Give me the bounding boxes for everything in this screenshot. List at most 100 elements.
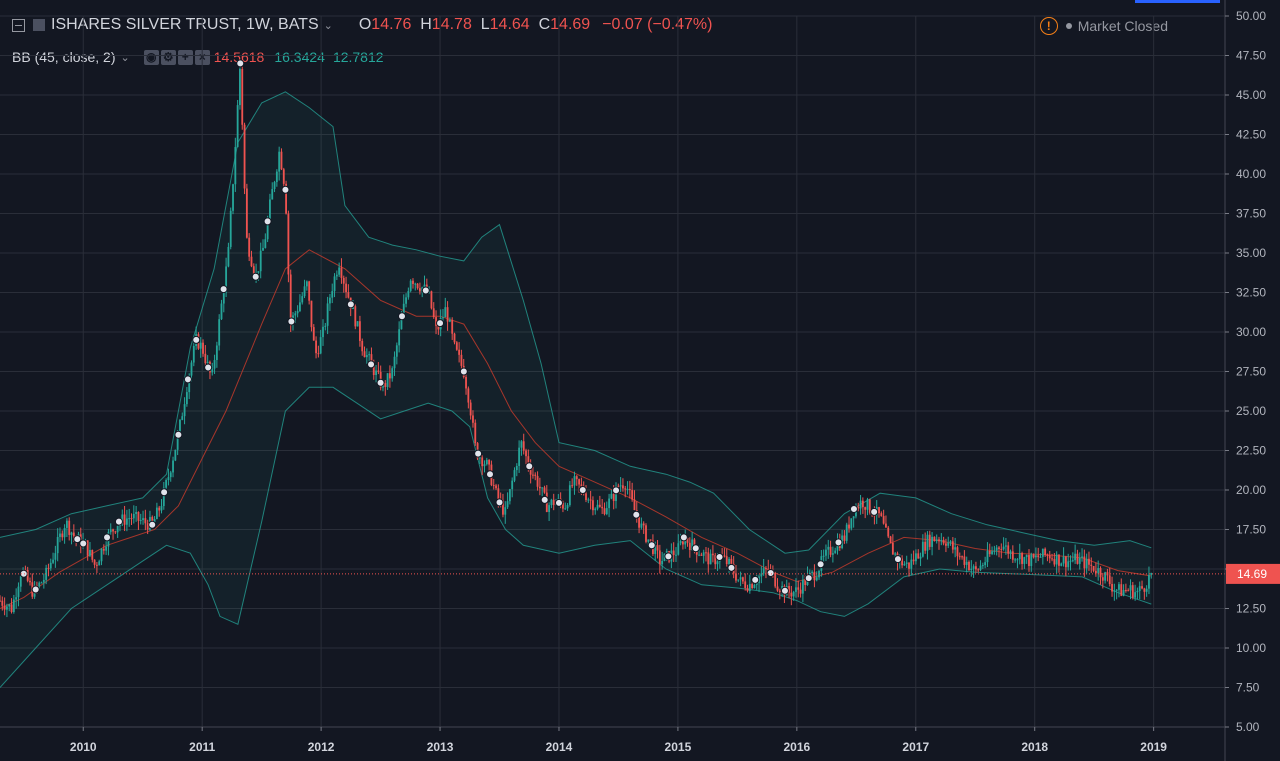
candle-body <box>257 271 260 273</box>
dividend-marker <box>751 575 760 584</box>
candle-body <box>831 553 834 555</box>
candle-body <box>1136 590 1139 593</box>
dividend-marker <box>204 363 213 372</box>
candle-body <box>592 500 594 511</box>
collapse-icon[interactable] <box>12 18 25 32</box>
candle-body <box>398 329 401 346</box>
candle-body <box>174 449 177 461</box>
candle-body <box>552 499 555 506</box>
candle-body <box>229 210 232 247</box>
candle-body <box>488 459 491 465</box>
candle-body <box>1014 559 1017 561</box>
candle-body <box>705 552 707 554</box>
symbol-title[interactable]: ISHARES SILVER TRUST, 1W, BATS <box>51 16 319 33</box>
candle-body <box>395 345 398 357</box>
candle-body <box>478 457 481 459</box>
candle-body <box>114 531 117 533</box>
eye-icon[interactable]: ◉ <box>143 49 159 65</box>
dividend-marker <box>715 552 724 561</box>
candle-body <box>220 303 223 320</box>
candle-body <box>921 541 924 557</box>
candle-body <box>1055 554 1058 565</box>
candle-body <box>26 570 29 581</box>
bb-upper-value: 16.3424 <box>274 49 325 65</box>
candle-body <box>1099 568 1102 578</box>
candle-body <box>725 556 728 565</box>
candle-body <box>250 256 253 267</box>
candle-body <box>991 551 993 555</box>
candle-body <box>61 533 64 538</box>
candle-body <box>1097 568 1100 574</box>
candle-body <box>741 577 744 582</box>
candle-body <box>753 584 756 589</box>
indicator-chevron-icon[interactable]: ⌄ <box>120 51 130 64</box>
candle-body <box>416 283 419 289</box>
dividend-marker <box>367 360 376 369</box>
candle-body <box>605 508 608 515</box>
candle-body <box>587 499 590 501</box>
candle-body <box>358 321 361 341</box>
candle-body <box>474 422 477 444</box>
candle-body <box>691 539 694 551</box>
candle-body <box>661 560 664 565</box>
plus-icon[interactable]: + <box>177 49 193 65</box>
candle-body <box>1064 556 1067 568</box>
dividend-marker <box>103 533 112 542</box>
candle-body <box>686 538 689 543</box>
market-status-label: Market Closed <box>1077 18 1168 34</box>
candle-body <box>310 300 313 328</box>
candle-body <box>675 554 677 556</box>
chevron-down-icon[interactable]: ⌄ <box>323 19 333 32</box>
candle-body <box>132 513 135 519</box>
candle-body <box>15 597 18 600</box>
gear-icon[interactable]: ⚙ <box>160 49 176 65</box>
candle-body <box>564 508 567 510</box>
candle-body <box>887 527 890 537</box>
candle-body <box>979 565 982 570</box>
candle-body <box>338 267 341 275</box>
candle-body <box>1138 586 1141 591</box>
candle-body <box>204 353 207 364</box>
candle-body <box>1085 558 1088 569</box>
candle-body <box>333 276 336 292</box>
y-tick-label: 32.50 <box>1236 286 1266 300</box>
candle-body <box>709 553 712 565</box>
candle-body <box>40 582 43 584</box>
candle-body <box>681 540 684 545</box>
x-tick-label: 2019 <box>1140 740 1167 754</box>
candle-body <box>19 576 22 587</box>
candle-body <box>139 520 142 522</box>
candle-body <box>1131 585 1134 598</box>
candle-body <box>981 565 984 567</box>
candle-body <box>405 297 407 304</box>
candle-body <box>211 368 214 373</box>
candle-body <box>455 342 458 350</box>
candle-body <box>915 553 917 562</box>
candle-body <box>430 291 433 309</box>
warning-icon[interactable]: ! <box>1039 17 1058 35</box>
candle-body <box>234 147 237 185</box>
candle-body <box>331 291 334 298</box>
top-edge <box>0 0 1280 4</box>
candle-body <box>301 296 304 303</box>
x-tick-label: 2011 <box>189 740 215 754</box>
candle-body <box>744 581 747 588</box>
dividend-marker <box>160 488 169 497</box>
candle-body <box>575 476 578 480</box>
candle-body <box>656 545 659 551</box>
dividend-marker <box>183 375 192 384</box>
candle-body <box>825 549 827 556</box>
dividend-marker <box>691 544 700 553</box>
candle-body <box>384 383 387 387</box>
dividend-marker <box>893 555 902 564</box>
candle-body <box>368 354 371 356</box>
candle-body <box>287 213 290 275</box>
indicator-title[interactable]: BB (45, close, 2) <box>12 49 116 65</box>
candle-body <box>1009 551 1012 554</box>
candle-body <box>1145 588 1148 592</box>
candle-body <box>317 353 320 355</box>
candle-body <box>10 604 13 613</box>
candle-body <box>492 485 495 487</box>
candle-body <box>269 199 271 220</box>
